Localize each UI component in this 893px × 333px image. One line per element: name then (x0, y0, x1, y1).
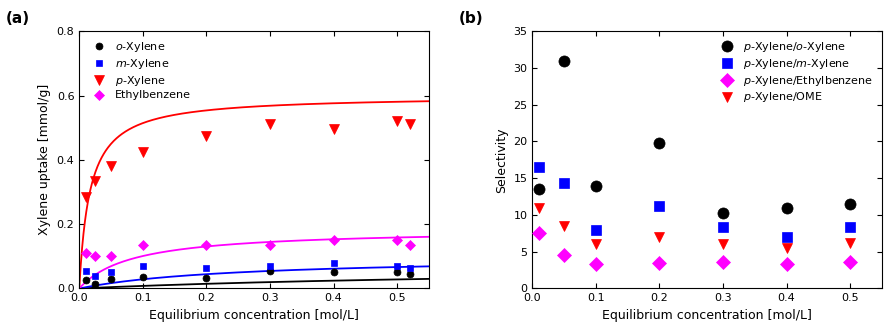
Text: (b): (b) (459, 11, 483, 26)
Y-axis label: Selectivity: Selectivity (495, 127, 508, 192)
Text: (a): (a) (6, 11, 30, 26)
X-axis label: Equilibrium concentration [mol/L]: Equilibrium concentration [mol/L] (602, 309, 812, 322)
X-axis label: Equilibrium concentration [mol/L]: Equilibrium concentration [mol/L] (149, 309, 359, 322)
Legend: $\it{o}$-Xylene, $\it{m}$-Xylene, $\it{p}$-Xylene, Ethylbenzene: $\it{o}$-Xylene, $\it{m}$-Xylene, $\it{p… (85, 37, 194, 104)
Y-axis label: Xylene uptake [mmol/g]: Xylene uptake [mmol/g] (38, 84, 51, 235)
Legend: $\it{p}$-Xylene/$\it{o}$-Xylene, $\it{p}$-Xylene/$\it{m}$-Xylene, $\it{p}$-Xylen: $\it{p}$-Xylene/$\it{o}$-Xylene, $\it{p}… (713, 37, 876, 108)
